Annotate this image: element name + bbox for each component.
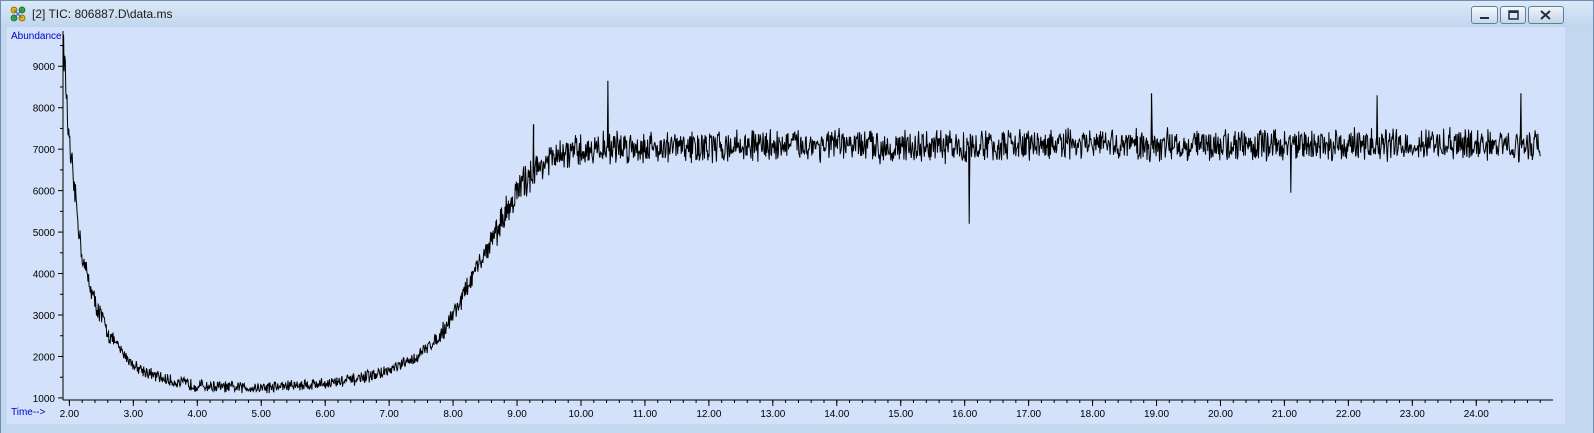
x-axis-label: Time--> xyxy=(11,407,46,418)
y-tick-label: 5000 xyxy=(33,228,56,239)
plot-area[interactable]: 1000 2000 3000 4000 5000 6000 7000 8000 9000 2.0… xyxy=(7,27,1565,424)
x-tick-label: 3.00 xyxy=(124,409,144,420)
x-tick-label: 5.00 xyxy=(252,409,272,420)
x-tick-label: 8.00 xyxy=(443,409,463,420)
y-tick-label: 2000 xyxy=(33,352,56,363)
maximize-button[interactable] xyxy=(1500,6,1526,24)
x-tick-label: 11.00 xyxy=(633,409,658,420)
x-tick-label: 15.00 xyxy=(888,409,913,420)
y-tick-label: 1000 xyxy=(33,394,56,405)
minimize-button[interactable] xyxy=(1471,6,1498,24)
y-ticks: 1000 2000 3000 4000 5000 6000 7000 8000 9000 xyxy=(33,45,63,405)
x-tick-label: 10.00 xyxy=(568,409,593,420)
x-tick-label: 20.00 xyxy=(1208,409,1233,420)
maximize-icon xyxy=(1508,10,1519,20)
x-tick-label: 24.00 xyxy=(1464,409,1489,420)
x-tick-label: 17.00 xyxy=(1016,409,1041,420)
y-tick-label: 3000 xyxy=(33,311,56,322)
x-tick-label: 4.00 xyxy=(188,409,208,420)
close-icon xyxy=(1540,10,1551,20)
y-axis-label: Abundance xyxy=(11,31,62,42)
y-tick-label: 6000 xyxy=(33,187,56,198)
tic-trace xyxy=(62,34,1541,394)
x-tick-label: 13.00 xyxy=(760,409,785,420)
bottom-frame xyxy=(1,424,1593,433)
tic-chart[interactable]: 1000 2000 3000 4000 5000 6000 7000 8000 9000 2.0… xyxy=(7,27,1565,424)
y-tick-label: 8000 xyxy=(33,104,56,115)
window-title: [2] TIC: 806887.D\data.ms xyxy=(32,7,173,21)
chart-axes xyxy=(62,31,1553,401)
right-frame xyxy=(1567,27,1591,424)
minimize-icon xyxy=(1480,17,1489,19)
chromatogram-app-icon xyxy=(10,6,26,22)
x-tick-label: 6.00 xyxy=(315,409,335,420)
plot-background xyxy=(7,27,1565,424)
y-tick-label: 4000 xyxy=(33,270,56,281)
y-tick-label: 7000 xyxy=(33,145,56,156)
x-tick-label: 22.00 xyxy=(1336,409,1361,420)
y-tick-label: 9000 xyxy=(33,62,56,73)
x-tick-label: 14.00 xyxy=(824,409,849,420)
x-tick-label: 12.00 xyxy=(696,409,721,420)
x-tick-label: 2.00 xyxy=(60,409,80,420)
x-tick-label: 16.00 xyxy=(952,409,977,420)
x-tick-label: 19.00 xyxy=(1144,409,1169,420)
x-tick-label: 9.00 xyxy=(507,409,527,420)
x-tick-label: 18.00 xyxy=(1080,409,1105,420)
window-titlebar[interactable]: [2] TIC: 806887.D\data.ms xyxy=(1,1,1593,27)
close-button[interactable] xyxy=(1528,6,1564,24)
x-tick-label: 21.00 xyxy=(1272,409,1297,420)
x-tick-label: 23.00 xyxy=(1400,409,1425,420)
x-ticks: 2.00 3.00 4.00 5.00 6.00 7.00 8.00 9.00 10.00 11.… xyxy=(60,400,1541,420)
x-tick-label: 7.00 xyxy=(379,409,399,420)
